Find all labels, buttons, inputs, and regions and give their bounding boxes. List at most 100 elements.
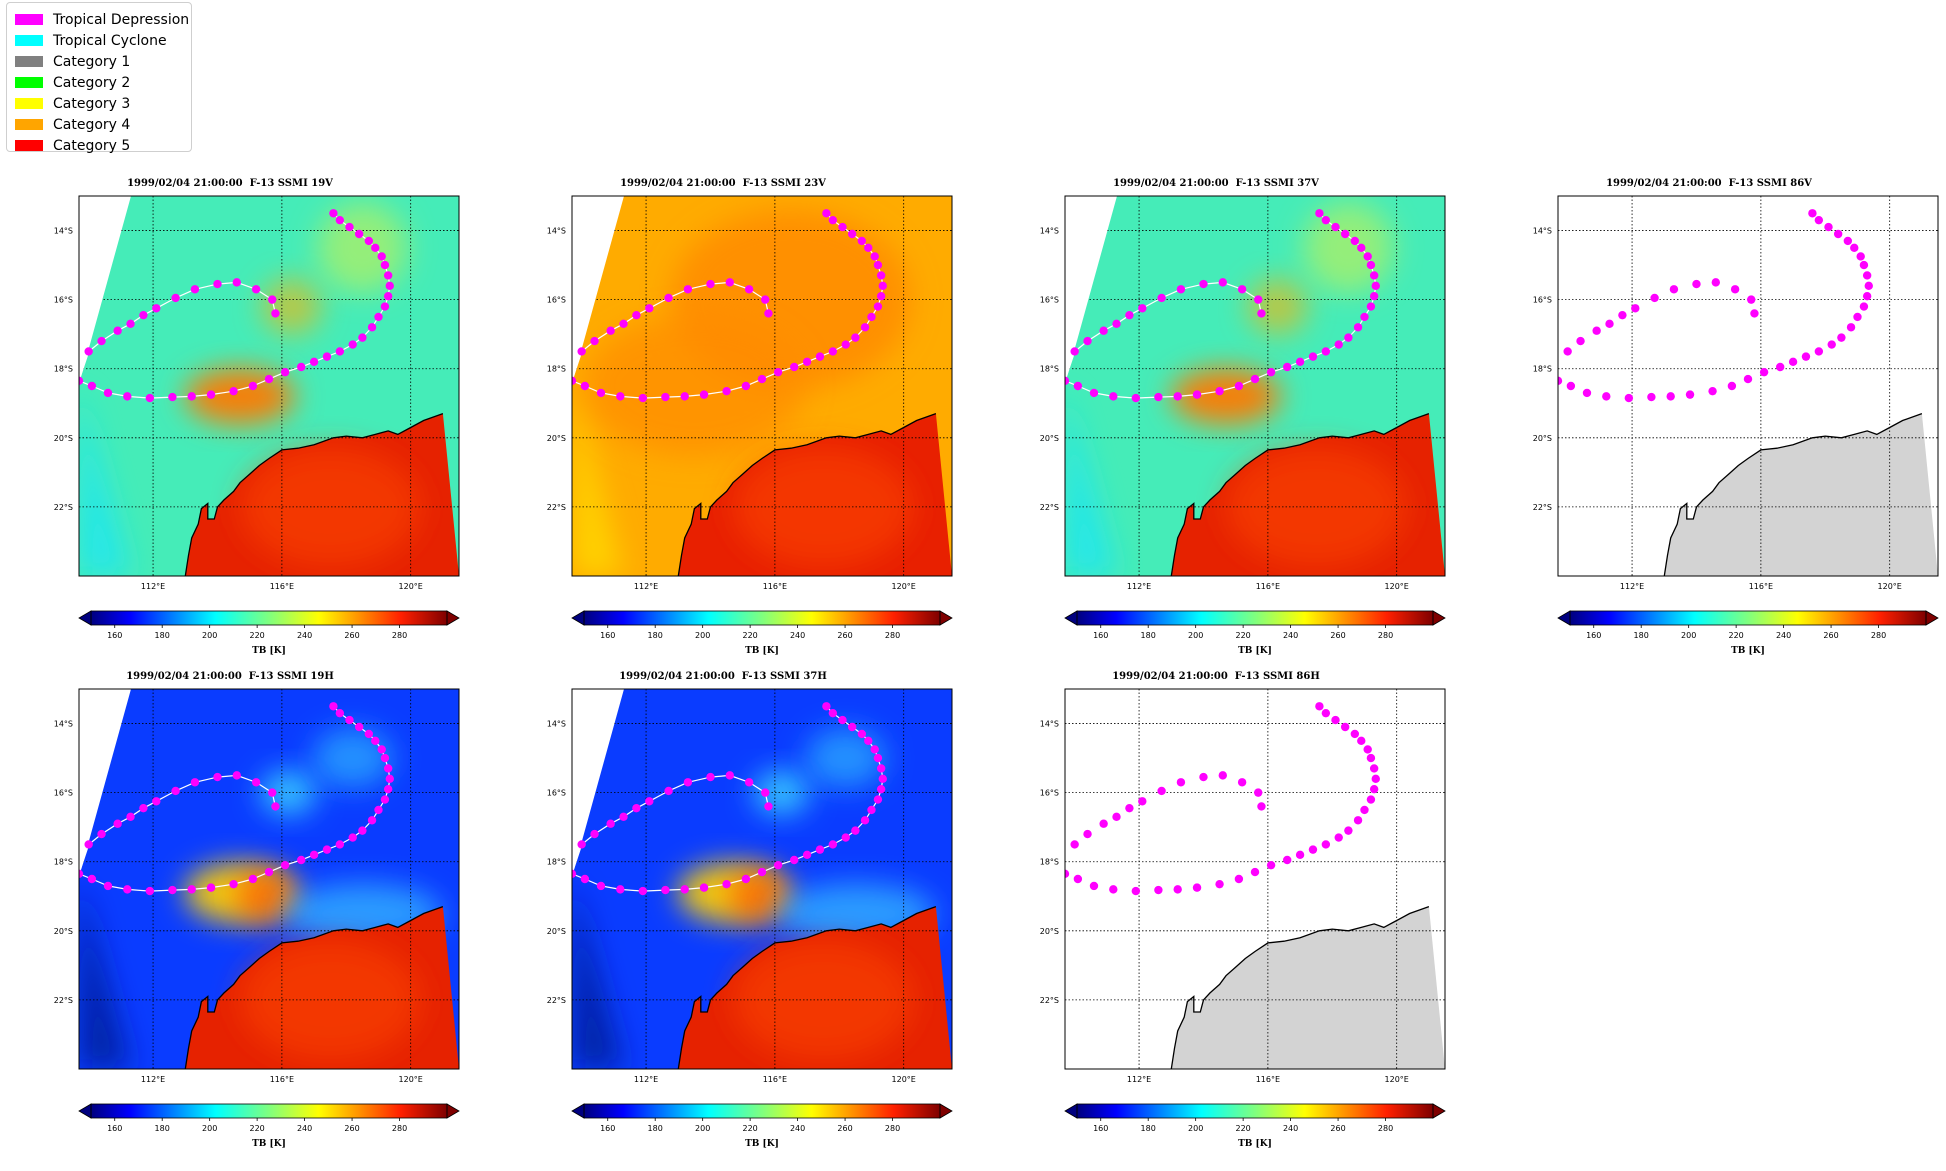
track-point: [822, 209, 831, 218]
colorbar-tick-label: 240: [1283, 631, 1298, 640]
track-point: [1357, 243, 1366, 253]
colorbar-tick-label: 180: [1141, 1124, 1156, 1133]
track-point: [97, 336, 106, 346]
map-area: [1065, 689, 1445, 1069]
colorbar-fill: [584, 611, 940, 625]
track-point: [867, 312, 876, 322]
track-point: [1711, 278, 1720, 287]
lon-tick-label: 112°E: [634, 582, 658, 591]
track-point: [1321, 215, 1331, 225]
colorbar-tick-label: 180: [1141, 631, 1156, 640]
track-point: [329, 209, 338, 218]
lat-tick-label: 14°S: [54, 720, 73, 729]
panel-title: 1999/02/04 21:00:00 F-13 SSMI 37V: [1113, 178, 1319, 189]
track-point: [1154, 885, 1163, 895]
track-point: [364, 729, 374, 739]
track-point: [271, 309, 280, 318]
track-point: [1366, 260, 1376, 270]
west-field: [572, 879, 624, 1069]
track-point: [1131, 393, 1141, 403]
track-point: [1666, 392, 1675, 401]
track-point: [632, 803, 641, 813]
track-point: [1073, 874, 1083, 884]
track-point: [1173, 392, 1182, 401]
track-point: [706, 772, 715, 782]
track-point: [802, 357, 812, 367]
track-point: [870, 745, 879, 754]
track-point: [380, 302, 390, 311]
track-point: [572, 869, 577, 879]
colorbar-tick-label: 240: [1283, 1124, 1298, 1133]
track-point: [374, 312, 383, 322]
track-point: [1592, 326, 1601, 335]
lon-tick-label: 120°E: [1878, 582, 1902, 591]
colorbar-min-arrow: [78, 610, 92, 626]
track-point: [329, 702, 338, 711]
lon-tick-label: 116°E: [1256, 1075, 1280, 1084]
coastline: [184, 905, 444, 1069]
west-field: [1065, 386, 1117, 576]
track-point: [139, 310, 148, 320]
track-point: [385, 774, 394, 784]
track-point: [1340, 722, 1350, 732]
track-point: [1631, 304, 1640, 313]
colorbar-frame: [1076, 610, 1434, 626]
colorbar-tick-label: 240: [790, 1124, 805, 1133]
colorbar-tick-label: 280: [885, 631, 900, 640]
track-point: [371, 243, 380, 253]
lat-tick-label: 18°S: [1040, 858, 1059, 867]
track-point: [1176, 285, 1186, 294]
track-point: [1824, 222, 1833, 232]
colorbar-tick-label: 180: [648, 631, 663, 640]
track-point: [1808, 209, 1817, 218]
legend-item-category-5: Category 5: [15, 135, 191, 156]
track-point: [103, 388, 113, 398]
track-point: [878, 281, 887, 291]
track-point: [761, 295, 770, 304]
track-point: [264, 374, 274, 384]
lon-tick-label: 120°E: [1385, 1075, 1409, 1084]
track-point: [860, 323, 870, 332]
track-point: [1708, 386, 1717, 396]
warm-field: [235, 870, 296, 923]
track-point: [1566, 381, 1576, 391]
track-point: [280, 860, 290, 870]
swath-gap: [79, 196, 131, 384]
map-panel-23v: 1999/02/04 21:00:00 F-13 SSMI 23V 14°S 16…: [493, 178, 953, 678]
lat-tick-label: 18°S: [547, 858, 566, 867]
lon-tick-label: 116°E: [1256, 582, 1280, 591]
legend-label: Tropical Depression: [53, 11, 190, 28]
colorbar-min-arrow: [78, 1103, 92, 1119]
track-point: [1366, 302, 1376, 311]
legend-item-tropical-depression: Tropical Depression: [15, 9, 191, 30]
lon-tick-label: 112°E: [141, 1075, 165, 1084]
colorbar-tick-label: 200: [1188, 1124, 1203, 1133]
track-point: [113, 326, 122, 335]
track-point: [1331, 715, 1340, 725]
lon-tick-label: 112°E: [141, 582, 165, 591]
track-point: [1669, 285, 1679, 294]
track-point: [345, 222, 354, 232]
track-point: [1602, 392, 1611, 401]
colorbar-frame: [583, 610, 941, 626]
legend-item-tropical-cyclone: Tropical Cyclone: [15, 30, 191, 51]
track-point: [145, 886, 155, 896]
track-point: [251, 778, 261, 787]
track-point: [683, 285, 693, 294]
track-point: [619, 812, 628, 822]
track-point: [335, 347, 345, 356]
track-point: [335, 840, 345, 849]
lat-tick-label: 16°S: [547, 296, 566, 305]
track-point: [103, 881, 113, 891]
track-point: [1859, 260, 1869, 270]
track-point: [851, 333, 860, 342]
warm-field: [1247, 278, 1308, 335]
track-point: [1558, 376, 1563, 386]
colorbar-tick-label: 260: [344, 631, 359, 640]
colorbar-frame: [1076, 1103, 1434, 1119]
lat-tick-label: 22°S: [1040, 996, 1059, 1005]
track-point: [371, 736, 380, 746]
legend-swatch: [15, 140, 43, 151]
track-point: [876, 271, 886, 280]
track-point: [1250, 374, 1260, 384]
